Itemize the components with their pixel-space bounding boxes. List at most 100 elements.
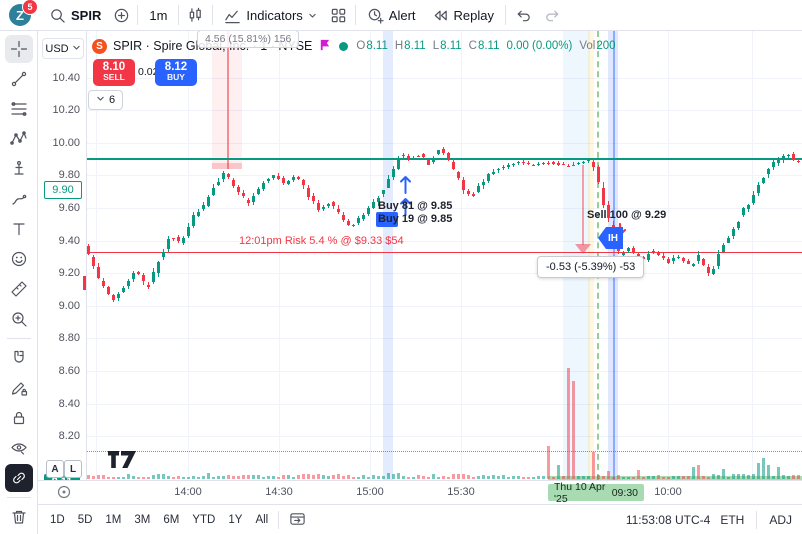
- candle: [371, 202, 375, 208]
- log-scale-button[interactable]: L: [64, 460, 82, 478]
- time-scale[interactable]: Thu 10 Apr '25 09:30 14:00 14:30 15:00 15:3…: [38, 480, 802, 505]
- volume-bar: [336, 474, 340, 479]
- volume-bar: [266, 476, 270, 479]
- h-gridline: [86, 371, 802, 372]
- volume-bar: [601, 476, 605, 479]
- v-gridline: [752, 31, 753, 480]
- open-highlight-band[interactable]: [588, 31, 594, 480]
- volume-bar: [561, 476, 565, 479]
- redo-button[interactable]: [538, 2, 567, 28]
- risk-stop-line[interactable]: [86, 252, 802, 253]
- volume-bar: [556, 465, 560, 479]
- alert-button[interactable]: Alert: [359, 2, 424, 28]
- flag-icon[interactable]: [318, 38, 331, 54]
- price-tick-label: 9.40: [58, 235, 80, 247]
- candle: [396, 159, 400, 170]
- adjust-mode-button[interactable]: ADJ: [769, 513, 792, 527]
- symbol-search-button[interactable]: SPIR: [41, 2, 109, 28]
- indicators-label: Indicators: [246, 7, 303, 23]
- measure-tool[interactable]: [5, 275, 33, 303]
- indicators-button[interactable]: Indicators: [216, 2, 324, 28]
- volume-bar: [496, 475, 500, 479]
- candle: [551, 162, 555, 164]
- chart-legend[interactable]: S SPIR · Spire Global, Inc. · 1 · NYSE O…: [92, 38, 616, 54]
- chevron-down-icon: [72, 43, 81, 55]
- replay-button[interactable]: Replay: [424, 2, 502, 28]
- candle: [411, 157, 415, 159]
- drawing-mode-lock-tool[interactable]: [5, 374, 33, 402]
- remove-drawings-tool[interactable]: [5, 503, 33, 531]
- layout-grid-button[interactable]: [325, 2, 352, 28]
- price-range-band-cap[interactable]: [212, 163, 242, 169]
- session-strip: [548, 476, 802, 480]
- zoom-in-tool[interactable]: [5, 305, 33, 333]
- volume-bar: [651, 475, 655, 479]
- sync-drawings-tool[interactable]: [4, 464, 33, 492]
- volume-bar: [256, 474, 260, 479]
- emoji-tool[interactable]: [5, 245, 33, 273]
- volume-bar: [271, 476, 275, 479]
- volume-bar: [201, 475, 205, 479]
- trend-line-tool[interactable]: [5, 65, 33, 93]
- candle: [596, 166, 600, 183]
- candle: [586, 160, 590, 162]
- candle: [366, 208, 370, 214]
- scale-target-icon[interactable]: [56, 484, 72, 503]
- interval-button[interactable]: 1m: [141, 2, 175, 28]
- positions-tracker-button[interactable]: 6: [88, 90, 123, 110]
- candle: [646, 253, 650, 260]
- range-button-3m[interactable]: 3M: [134, 514, 151, 526]
- notification-badge: 5: [22, 0, 38, 15]
- range-button-1d[interactable]: 1D: [50, 514, 65, 526]
- chart-style-button[interactable]: [182, 2, 209, 28]
- volume-bar: [721, 469, 725, 479]
- pattern-tool[interactable]: [5, 125, 33, 153]
- volume-bar: [301, 474, 305, 479]
- magnet-tool[interactable]: [5, 344, 33, 372]
- time-tick-label: 14:00: [174, 486, 202, 498]
- volume-bar: [416, 475, 420, 479]
- candle: [451, 161, 455, 169]
- volume-bar: [351, 476, 355, 479]
- compare-add-button[interactable]: [109, 2, 134, 28]
- crosshair-tool[interactable]: [4, 35, 33, 63]
- volume-bar: [611, 477, 615, 479]
- range-button-5d[interactable]: 5D: [77, 514, 93, 526]
- range-button-6m[interactable]: 6M: [163, 514, 180, 526]
- resistance-line[interactable]: [86, 158, 802, 160]
- range-button-all[interactable]: All: [255, 514, 269, 526]
- sell-time-band[interactable]: [608, 31, 618, 480]
- buy-button[interactable]: 8.12 BUY: [155, 59, 197, 86]
- session-date-label: Thu 10 Apr '25 09:30: [548, 481, 644, 505]
- clock-display[interactable]: 11:53:08 UTC-4: [625, 513, 711, 527]
- projection-tool[interactable]: [5, 155, 33, 183]
- session-mode-button[interactable]: ETH: [720, 513, 745, 527]
- lock-drawings-tool[interactable]: [5, 404, 33, 432]
- auto-scale-button[interactable]: A: [46, 460, 64, 478]
- go-to-date-icon[interactable]: [289, 510, 306, 530]
- chevron-down-icon: [96, 94, 105, 106]
- sell-button[interactable]: 8.10 SELL: [93, 59, 135, 86]
- volume-bar: [621, 477, 625, 479]
- time-tick-label: 15:00: [356, 486, 384, 498]
- candle: [306, 188, 310, 197]
- hide-drawings-tool[interactable]: [5, 434, 33, 462]
- candle: [221, 173, 225, 180]
- range-button-1m[interactable]: 1M: [105, 514, 122, 526]
- text-tool[interactable]: [5, 215, 33, 243]
- fib-retracement-tool[interactable]: [5, 95, 33, 123]
- candle: [666, 259, 670, 263]
- user-avatar[interactable]: Z 5: [9, 0, 38, 26]
- buy-time-band[interactable]: [383, 31, 393, 480]
- brush-tool[interactable]: [5, 185, 33, 213]
- volume-bar: [106, 477, 110, 479]
- undo-button[interactable]: [509, 2, 538, 28]
- range-button-1y[interactable]: 1Y: [228, 514, 243, 526]
- range-button-ytd[interactable]: YTD: [192, 514, 216, 526]
- volume-bar: [136, 477, 140, 479]
- candle: [791, 154, 795, 160]
- price-scale[interactable]: USD 9.90 8.11 A L 10.4010.2010.009.809.6…: [38, 31, 87, 490]
- currency-select[interactable]: USD: [42, 38, 84, 59]
- volume-bar: [431, 474, 435, 479]
